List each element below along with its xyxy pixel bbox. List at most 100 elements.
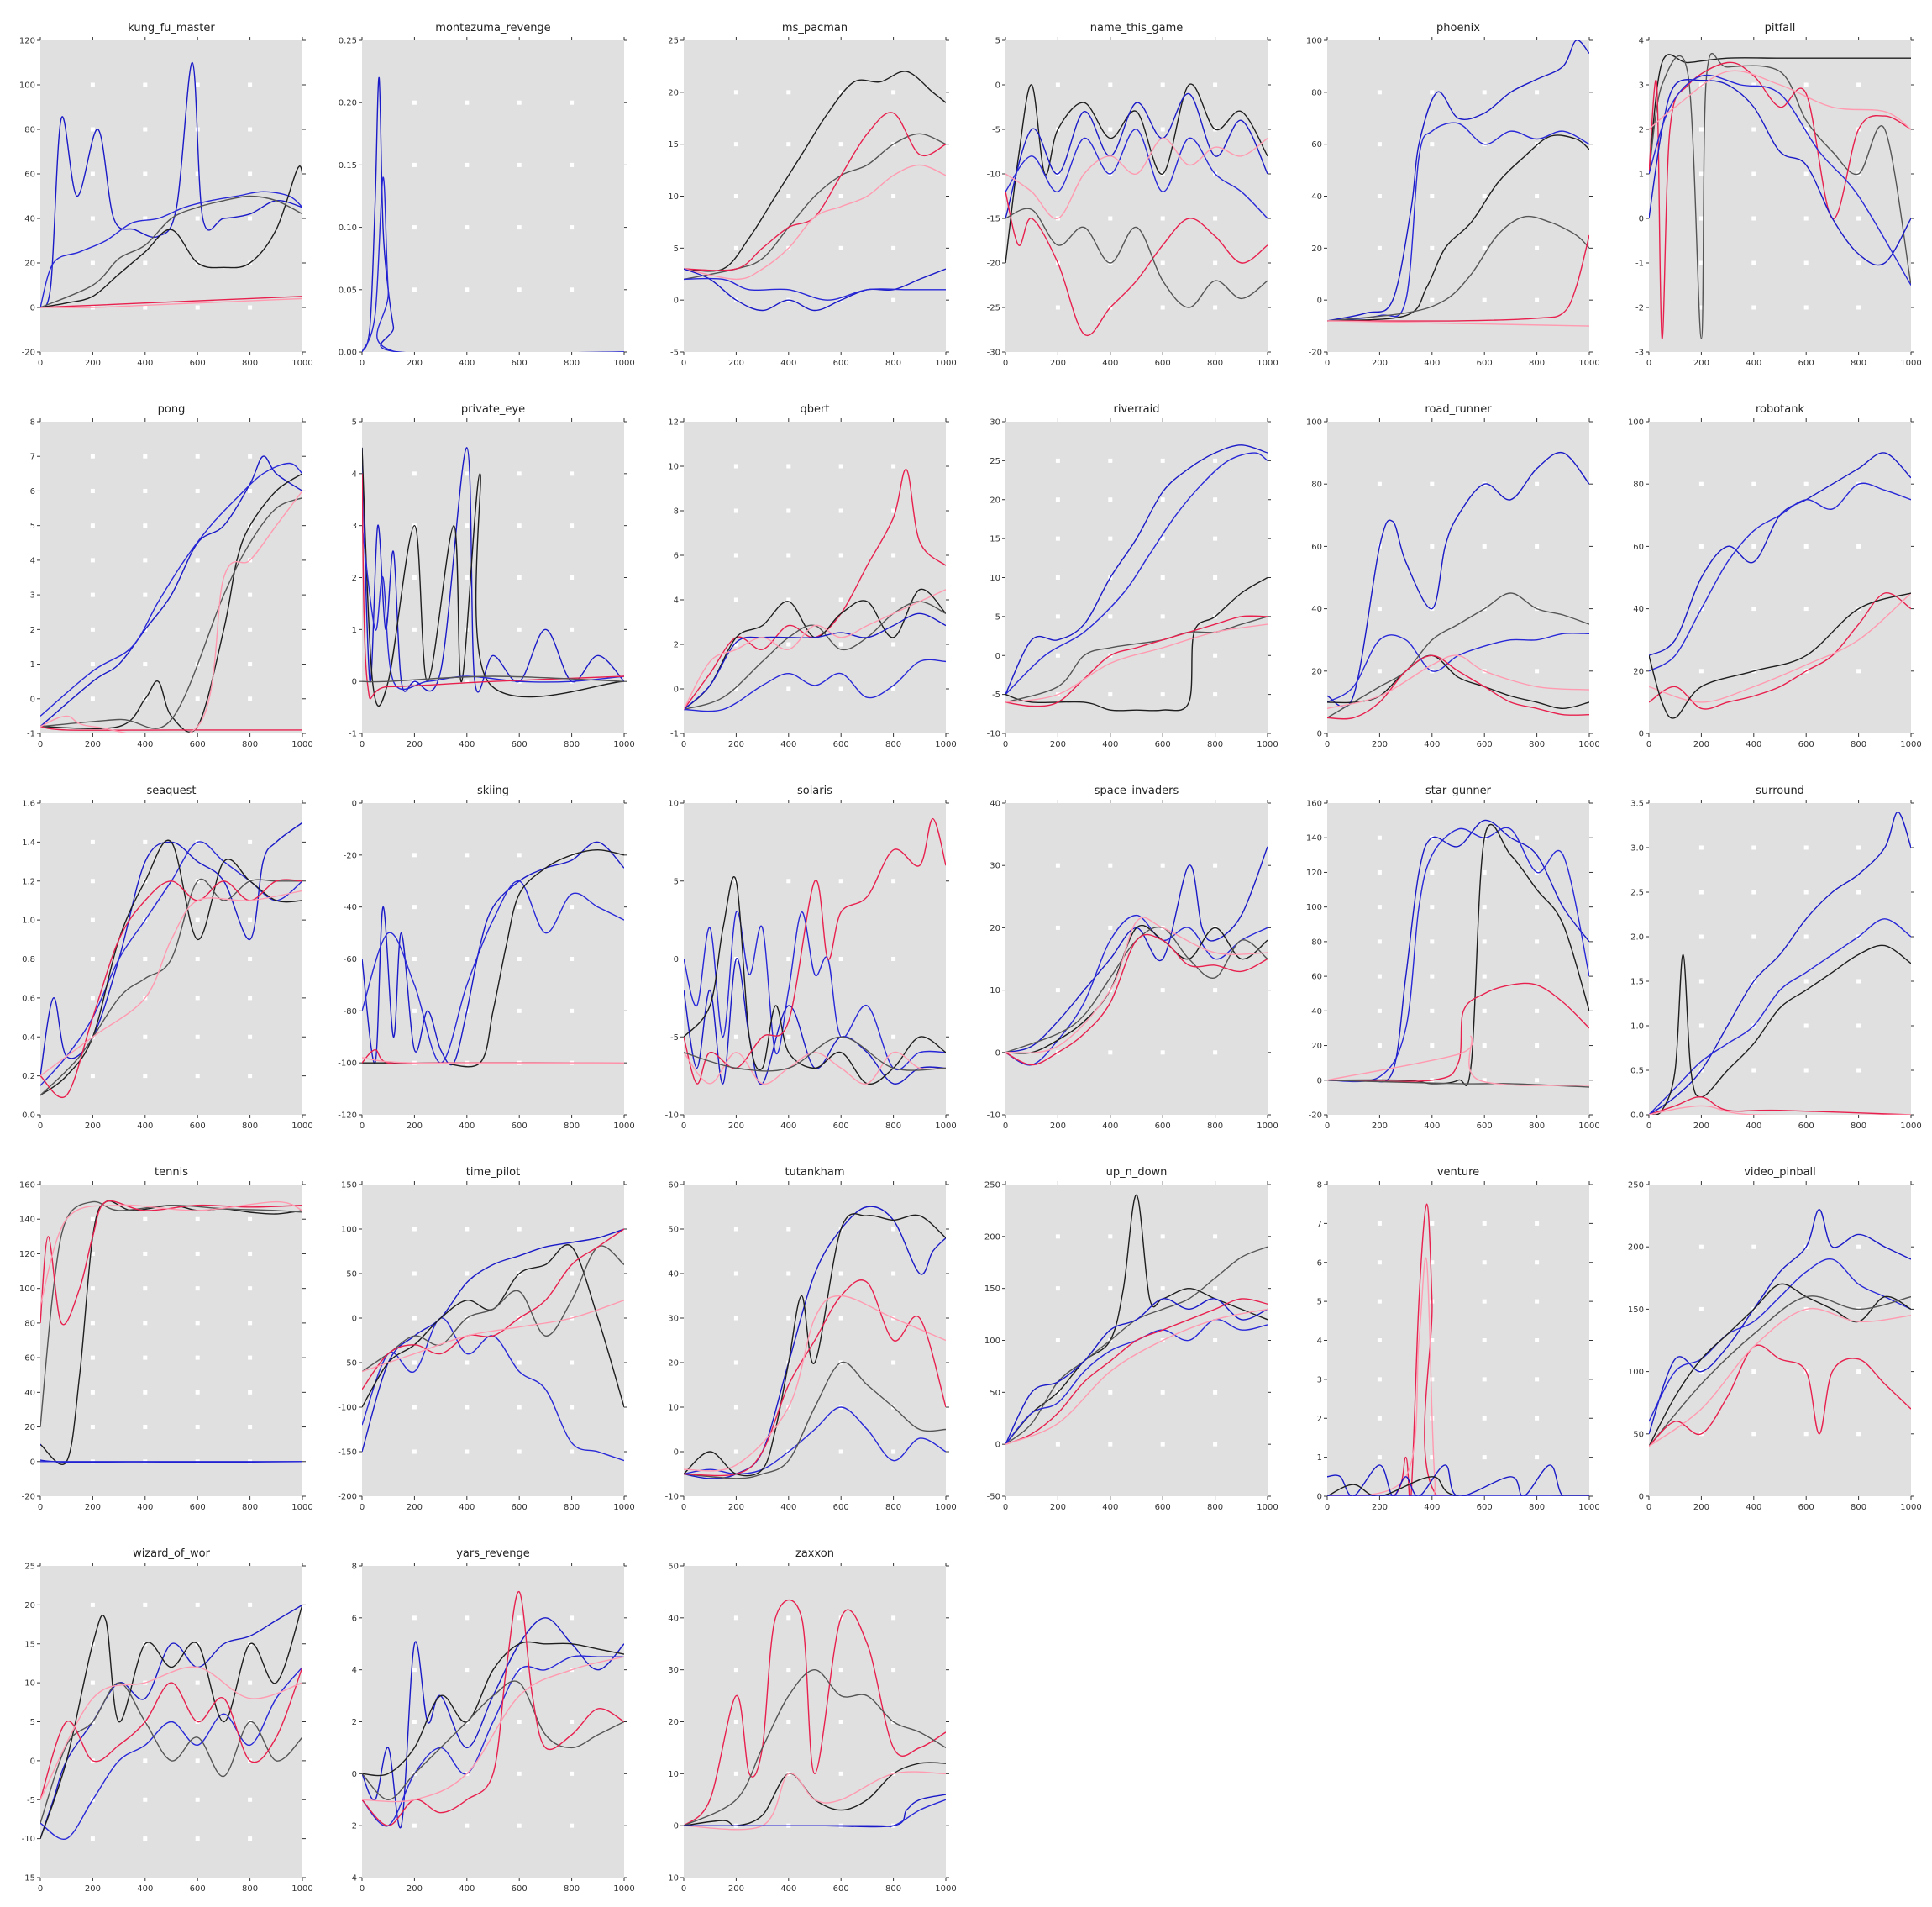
grid-dot [1108, 1442, 1113, 1447]
x-tick-label: 0 [1646, 1122, 1651, 1131]
grid-dot [1377, 1377, 1382, 1382]
grid-dot [838, 194, 843, 198]
x-tick-label: 800 [242, 1122, 258, 1131]
grid-dot [1482, 1078, 1487, 1083]
x-tick-label: 600 [1155, 1122, 1171, 1131]
grid-dot [248, 1286, 253, 1291]
series-line [40, 296, 302, 308]
x-tick-label: 200 [728, 1122, 744, 1131]
grid-dot [1213, 1338, 1218, 1342]
grid-dot [1803, 481, 1809, 486]
series-line [1005, 208, 1268, 308]
x-tick-label: 600 [1798, 1122, 1814, 1131]
series-line [40, 1200, 302, 1427]
grid-dot [891, 1668, 896, 1673]
series-line [40, 462, 302, 717]
series-line [362, 1617, 624, 1829]
series-line [1005, 926, 1268, 1053]
grid-dot [195, 696, 200, 701]
y-tick-label: 7 [1317, 1220, 1322, 1229]
x-tick-label: 0 [1646, 359, 1651, 368]
x-tick-label: 0 [360, 740, 365, 749]
grid-dot [90, 839, 95, 844]
chart-panel-phoenix: phoenix -20 0 20 40 60 80 100 0 200 400 600 800 1000 [1287, 0, 1609, 381]
grid-dot [90, 82, 95, 87]
grid-dot [1213, 458, 1218, 463]
grid-dot [838, 597, 843, 602]
y-tick-label: 4 [674, 596, 679, 606]
chart-title: riverraid [1114, 403, 1160, 416]
grid-dot [570, 1823, 575, 1828]
series-line [1327, 1476, 1589, 1496]
grid-dot [465, 1271, 470, 1276]
grid-dot [195, 1680, 200, 1685]
y-tick-label: 4 [352, 470, 357, 479]
x-tick-label: 200 [728, 1884, 744, 1894]
grid-dot [1856, 1244, 1861, 1249]
y-tick-label: 0 [1317, 1493, 1322, 1502]
grid-dot [465, 523, 470, 528]
y-tick-label: 1 [352, 626, 357, 635]
grid-dot [1535, 544, 1540, 549]
grid-dot [465, 853, 470, 858]
chart-svg: riverraid -10 -5 0 5 10 15 20 25 30 0 200 400 600 800 1… [987, 403, 1278, 749]
series-line [684, 910, 946, 1071]
grid-dot [1213, 1442, 1218, 1447]
x-tick-label: 1000 [1257, 1122, 1278, 1131]
grid-dot [90, 957, 95, 961]
x-tick-label: 0 [1646, 1503, 1651, 1512]
y-tick-label: -20 [987, 260, 1000, 269]
y-tick-label: 12 [668, 418, 679, 428]
x-tick-label: 400 [1102, 1503, 1118, 1512]
grid-dot [1055, 536, 1060, 541]
series-line [1649, 918, 1911, 1115]
x-tick-label: 0 [1003, 359, 1008, 368]
series-line [1649, 70, 1911, 130]
grid-dot [570, 100, 575, 105]
grid-dot [90, 260, 95, 265]
y-tick-label: -40 [344, 903, 357, 912]
x-tick-label: 1000 [613, 1503, 634, 1512]
grid-dot [248, 1251, 253, 1256]
grid-dot [1803, 979, 1809, 984]
x-tick-label: 600 [1477, 740, 1493, 749]
y-tick-label: -10 [22, 1835, 35, 1844]
x-tick-label: 400 [1424, 740, 1440, 749]
x-tick-label: 1000 [1578, 359, 1599, 368]
grid-dot [90, 454, 95, 459]
plot-area [1327, 422, 1589, 733]
y-tick-label: 20 [668, 1359, 679, 1369]
chart-title: video_pinball [1744, 1166, 1816, 1179]
x-tick-label: 200 [1693, 1503, 1709, 1512]
series-line [684, 268, 946, 312]
y-tick-label: 0.0 [1630, 1111, 1644, 1121]
x-tick-label: 1000 [1257, 1503, 1278, 1512]
grid-dot [891, 297, 896, 302]
x-tick-label: 800 [1851, 359, 1866, 368]
x-tick-label: 600 [190, 359, 206, 368]
grid-dot [1803, 1068, 1809, 1073]
grid-dot [1535, 1377, 1540, 1382]
grid-dot [838, 1668, 843, 1673]
y-tick-label: 0 [30, 1458, 35, 1467]
chart-title: star_gunner [1425, 785, 1492, 797]
series-line [1649, 1096, 1911, 1115]
chart-title: space_invaders [1095, 785, 1179, 797]
grid-dot [90, 1355, 95, 1360]
grid-dot [838, 686, 843, 691]
grid-dot [1856, 260, 1861, 265]
x-tick-label: 1000 [935, 1122, 956, 1131]
grid-dot [891, 90, 896, 95]
y-tick-label: 8 [352, 1563, 357, 1572]
x-tick-label: 600 [833, 359, 849, 368]
grid-dot [1377, 974, 1382, 979]
grid-dot [248, 996, 253, 1001]
chart-panel-zaxxon: zaxxon -10 0 10 20 30 40 50 0 200 400 600 800 1000 [643, 1526, 965, 1907]
grid-dot [1482, 1338, 1487, 1342]
grid-dot [90, 1074, 95, 1079]
series-line [1649, 1307, 1911, 1447]
grid-dot [1482, 544, 1487, 549]
grid-dot [1377, 142, 1382, 147]
y-tick-label: 0.8 [22, 955, 35, 964]
grid-dot [1160, 653, 1165, 658]
